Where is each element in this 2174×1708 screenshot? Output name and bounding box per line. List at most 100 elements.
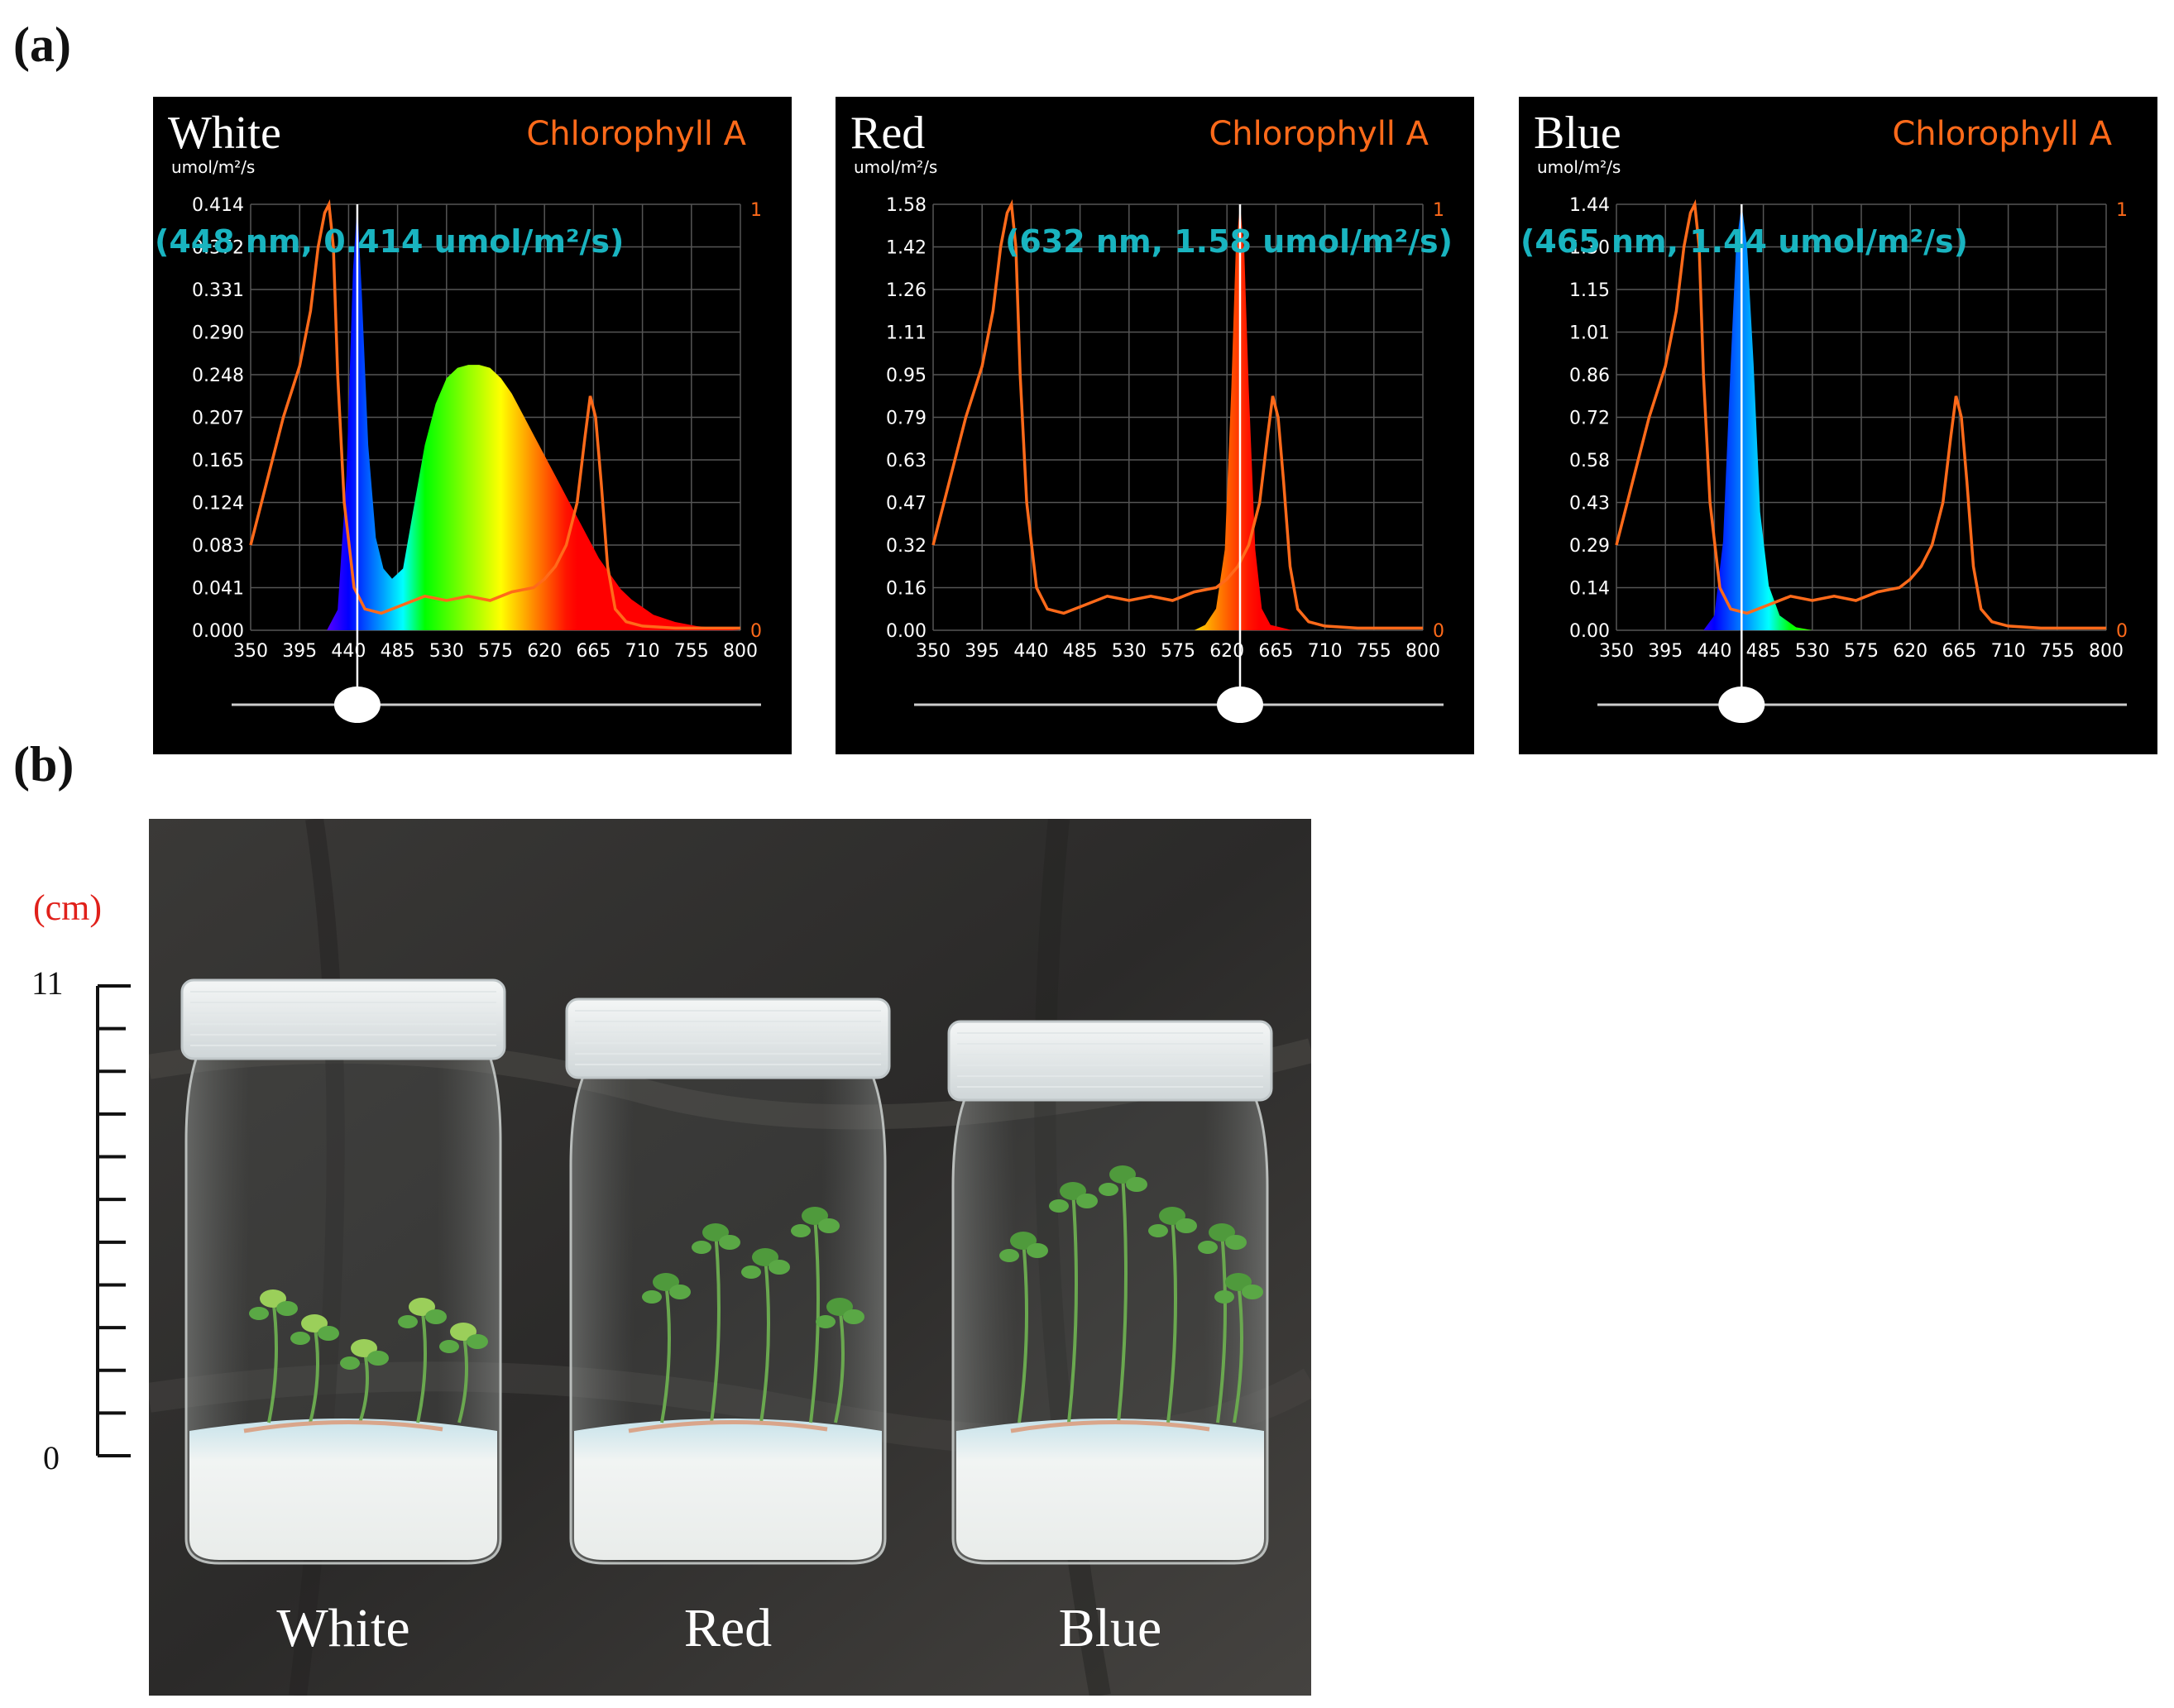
cursor-readout: (448 nm, 0.414 umol/m²/s) [155,223,624,260]
jar-cap [565,998,891,1079]
x-tick-label: 800 [1405,641,1440,662]
plantlets [628,1207,864,1433]
y-tick-label: 0.14 [1569,579,1610,600]
y-tick-label: 0.95 [886,366,927,386]
chart-title: White [168,108,281,159]
x-tick-label: 620 [1893,641,1927,662]
x-tick-label: 485 [1063,641,1098,662]
x-tick-label: 440 [1013,641,1048,662]
cursor-readout: (632 nm, 1.58 umol/m²/s) [1005,223,1453,260]
x-tick-label: 620 [1209,641,1244,662]
y-tick-label: 0.124 [192,494,244,514]
y-tick-label: 0.248 [192,366,244,386]
right-axis-max: 1 [1433,200,1444,221]
x-tick-label: 395 [965,641,999,662]
x-tick-label: 620 [527,641,562,662]
y-tick-label: 0.00 [886,621,927,642]
jar-label-red: Red [684,1598,772,1658]
jar-photo: White Red Blue [149,819,1311,1696]
x-tick-label: 575 [1844,641,1879,662]
spectrum-chart-white: 0.000 0.041 0.083 0.124 0.165 0.207 0.248 0.290… [153,97,792,754]
scale-bottom-label: 0 [43,1439,60,1476]
jar-blue [947,1020,1273,1565]
jar-label-white: White [276,1598,409,1658]
y-tick-label: 0.331 [192,280,244,301]
spectrum-area [251,204,740,630]
x-tick-label: 350 [1599,641,1634,662]
y-tick-label: 0.207 [192,409,244,429]
y-tick-label: 0.29 [1569,536,1610,557]
wavelength-slider-handle[interactable] [1718,687,1765,723]
x-tick-label: 440 [1697,641,1731,662]
jar-cap [947,1020,1273,1102]
x-tick-label: 710 [1308,641,1343,662]
x-tick-label: 575 [1161,641,1195,662]
chart-title: Red [850,108,925,159]
grid [1616,203,2107,631]
chlorophyll-line [1615,199,2106,630]
x-tick-label: 530 [429,641,464,662]
agar-medium [574,1419,882,1560]
x-tick-label: 710 [625,641,660,662]
x-tick-label: 710 [1991,641,2026,662]
y-axis-label: umol/m²/s [1537,157,1621,177]
x-tick-label: 755 [2040,641,2075,662]
wavelength-slider-handle[interactable] [1216,687,1263,723]
y-tick-label: 0.00 [1569,621,1610,642]
agar-medium [189,1419,497,1560]
x-tick-label: 440 [331,641,366,662]
scale-top-label: 11 [31,964,64,1002]
scale-ticks [98,984,131,1457]
x-tick-label: 350 [233,641,268,662]
x-tick-label: 755 [1357,641,1391,662]
cursor-readout: (465 nm, 1.44 umol/m²/s) [1520,223,1968,260]
y-tick-label: 1.42 [886,238,927,259]
chart-svg-blue: 0.00 0.14 0.29 0.43 0.58 0.72 0.86 1.01 1.15 1.30… [1520,108,2128,723]
right-axis-min: 0 [750,621,762,642]
y-tick-label: 0.32 [886,536,927,557]
x-tick-label: 530 [1795,641,1830,662]
y-tick-label: 0.47 [886,494,927,514]
jar-white [180,978,506,1565]
y-tick-label: 0.16 [886,579,927,600]
chart-svg-red: 0.00 0.16 0.32 0.47 0.63 0.79 0.95 1.11 1.26 1.42… [850,108,1453,723]
y-tick-label: 0.58 [1569,451,1610,471]
overlay-title: Chlorophyll A [1209,115,1429,153]
x-tick-label: 755 [674,641,709,662]
y-tick-label: 0.414 [192,195,244,216]
y-tick-label: 1.01 [1569,323,1610,344]
agar-medium [956,1419,1264,1560]
right-axis-max: 1 [2116,200,2128,221]
x-tick-label: 665 [1258,641,1293,662]
y-tick-label: 1.30 [1569,238,1610,259]
panel-a-label: (a) [13,17,71,72]
y-axis-label: umol/m²/s [171,157,255,177]
chlorophyll-line [931,199,1423,630]
x-tick-label: 800 [723,641,758,662]
right-axis-max: 1 [750,200,762,221]
y-tick-label: 0.165 [192,451,244,471]
jar-red [565,998,891,1565]
plantlets [999,1165,1263,1433]
y-tick-label: 0.43 [1569,494,1610,514]
x-tick-label: 395 [1648,641,1683,662]
y-tick-label: 1.15 [1569,280,1610,301]
y-tick-label: 0.041 [192,579,244,600]
x-tick-label: 530 [1112,641,1147,662]
y-tick-label: 1.26 [886,280,927,301]
height-scale: (cm) 11 0 [31,887,131,1476]
wavelength-slider-handle[interactable] [333,687,381,723]
grid [932,203,1424,631]
x-tick-label: 485 [1746,641,1781,662]
y-tick-label: 0.083 [192,536,244,557]
y-axis-label: umol/m²/s [854,157,937,177]
y-tick-label: 0.000 [192,621,244,642]
overlay-title: Chlorophyll A [526,115,746,153]
spectrum-chart-red: 0.00 0.16 0.32 0.47 0.63 0.79 0.95 1.11 1.26 1.42… [836,97,1474,754]
x-tick-label: 665 [1942,641,1976,662]
chlorophyll-line [249,199,740,630]
plantlets [243,1289,488,1433]
y-tick-label: 0.86 [1569,366,1610,386]
y-tick-label: 0.290 [192,323,244,344]
panel-b-label: (b) [13,737,74,792]
